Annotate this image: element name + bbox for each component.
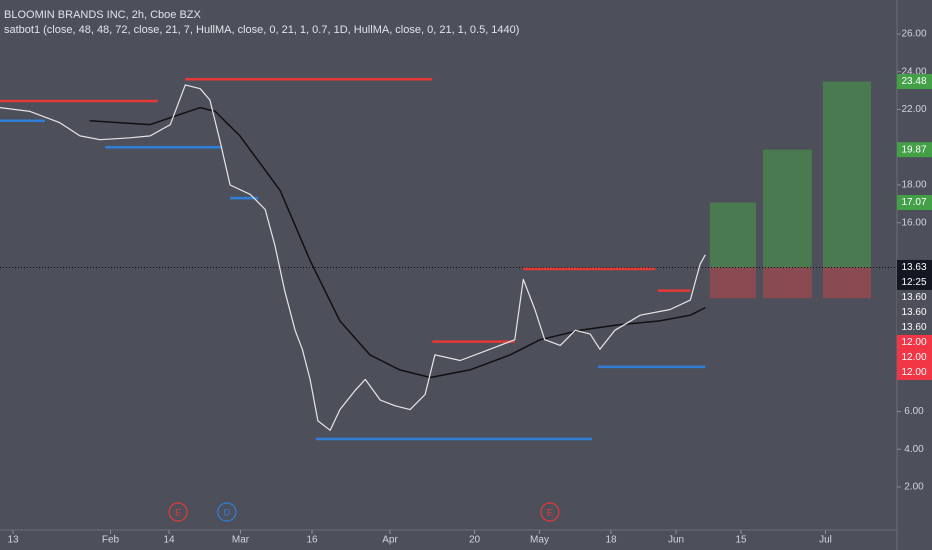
x-tick-label: Jun	[668, 535, 684, 546]
x-tick-label: May	[530, 535, 549, 546]
event-label: E	[175, 507, 181, 517]
event-label: D	[224, 507, 231, 517]
price-label-box	[897, 349, 932, 365]
price-label: 13.63	[901, 262, 926, 273]
price-label-box	[897, 142, 932, 158]
price-label: 13.60	[901, 307, 926, 318]
x-tick-label: Feb	[102, 535, 120, 546]
target-zone	[763, 149, 812, 268]
x-tick-label: 16	[306, 535, 318, 546]
price-label: 17.07	[901, 197, 926, 208]
x-tick-label: Jul	[819, 535, 832, 546]
y-tick-label: 2.00	[904, 482, 924, 493]
x-tick-label: 18	[605, 535, 617, 546]
price-line	[0, 84, 706, 431]
price-label: 19.87	[901, 144, 926, 155]
x-tick-label: 15	[735, 535, 747, 546]
price-label-box	[897, 259, 932, 275]
target-zone	[709, 202, 756, 268]
y-tick-label: 22.00	[901, 104, 926, 115]
y-tick-label: 6.00	[904, 406, 924, 417]
y-tick-label: 26.00	[901, 29, 926, 40]
price-label-box	[897, 304, 932, 320]
price-label: 13.60	[901, 322, 926, 333]
price-label-box	[897, 364, 932, 380]
x-tick-label: 20	[469, 535, 481, 546]
target-zone	[822, 81, 871, 268]
price-label-box	[897, 195, 932, 211]
indicator-label: satbot1 (close, 48, 48, 72, close, 21, 7…	[4, 24, 519, 36]
event-label: E	[547, 507, 553, 517]
price-label: 12.00	[901, 352, 926, 363]
price-label-box	[897, 319, 932, 335]
price-label: 23.48	[901, 76, 926, 87]
event-marker	[168, 502, 188, 522]
x-tick-label: 13	[7, 535, 19, 546]
stop-zone	[822, 267, 871, 299]
y-tick-label: 4.00	[904, 444, 924, 455]
price-label-box	[897, 74, 932, 90]
price-label-box	[897, 289, 932, 305]
stop-zone	[709, 267, 756, 299]
price-label: 12.00	[901, 337, 926, 348]
plot-area	[0, 78, 897, 441]
price-label-box	[897, 334, 932, 350]
y-tick-label: 24.00	[901, 66, 926, 77]
event-marker	[217, 502, 237, 522]
chart-title: BLOOMIN BRANDS INC, 2h, Cboe BZX	[4, 9, 201, 21]
price-label-box	[897, 274, 932, 290]
y-tick-label: 16.00	[901, 217, 926, 228]
stop-zone	[763, 267, 812, 299]
x-tick-label: Mar	[232, 535, 250, 546]
price-label: 12:25	[901, 277, 926, 288]
price-label: 13.60	[901, 292, 926, 303]
x-tick-label: Apr	[382, 535, 398, 546]
x-tick-label: 14	[163, 535, 175, 546]
event-marker	[540, 502, 560, 522]
y-tick-label: 18.00	[901, 180, 926, 191]
price-label: 12.00	[901, 367, 926, 378]
ma-line	[89, 106, 706, 379]
